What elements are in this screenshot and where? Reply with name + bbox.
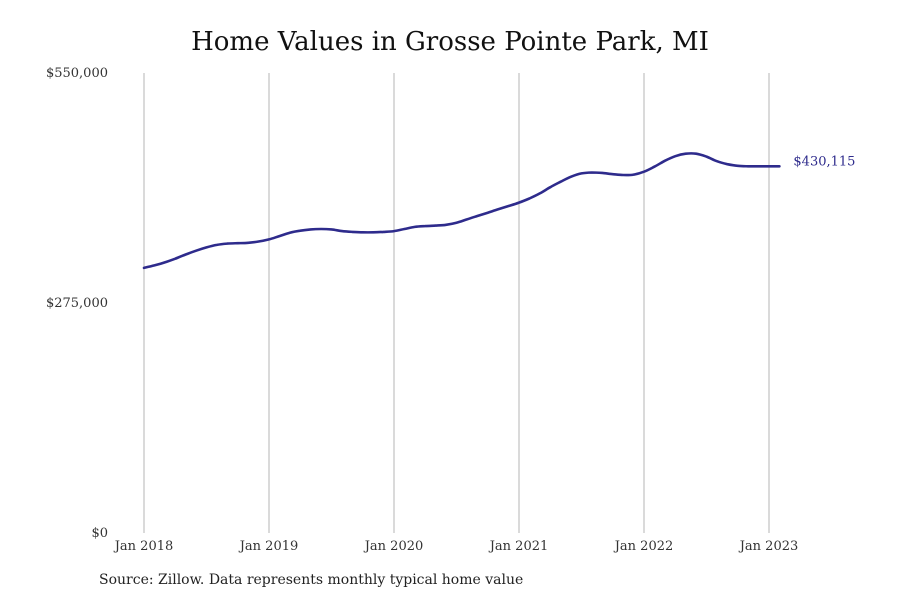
y-axis-ticks: $0 $275,000 $550,000 (46, 66, 108, 541)
x-tick-label: Jan 2019 (238, 539, 299, 554)
series-line (142, 152, 781, 270)
x-tick-label: Jan 2023 (738, 539, 799, 554)
x-axis-ticks: Jan 2018 Jan 2019 Jan 2020 Jan 2021 Jan 2022… (113, 539, 799, 554)
source-note: Source: Zillow. Data represents monthly … (99, 572, 524, 588)
x-tick-label: Jan 2021 (488, 539, 549, 554)
chart-title: Home Values in Grosse Pointe Park, MI (191, 27, 709, 57)
y-tick-label: $550,000 (46, 66, 108, 81)
end-value-label: $430,115 (793, 154, 855, 169)
x-tick-label: Jan 2020 (363, 539, 424, 554)
x-tick-label: Jan 2022 (613, 539, 674, 554)
y-tick-label: $275,000 (46, 296, 108, 311)
series-line-layer (142, 152, 781, 270)
x-tick-label: Jan 2018 (113, 539, 174, 554)
gridlines (143, 73, 770, 533)
y-tick-label: $0 (91, 526, 108, 541)
